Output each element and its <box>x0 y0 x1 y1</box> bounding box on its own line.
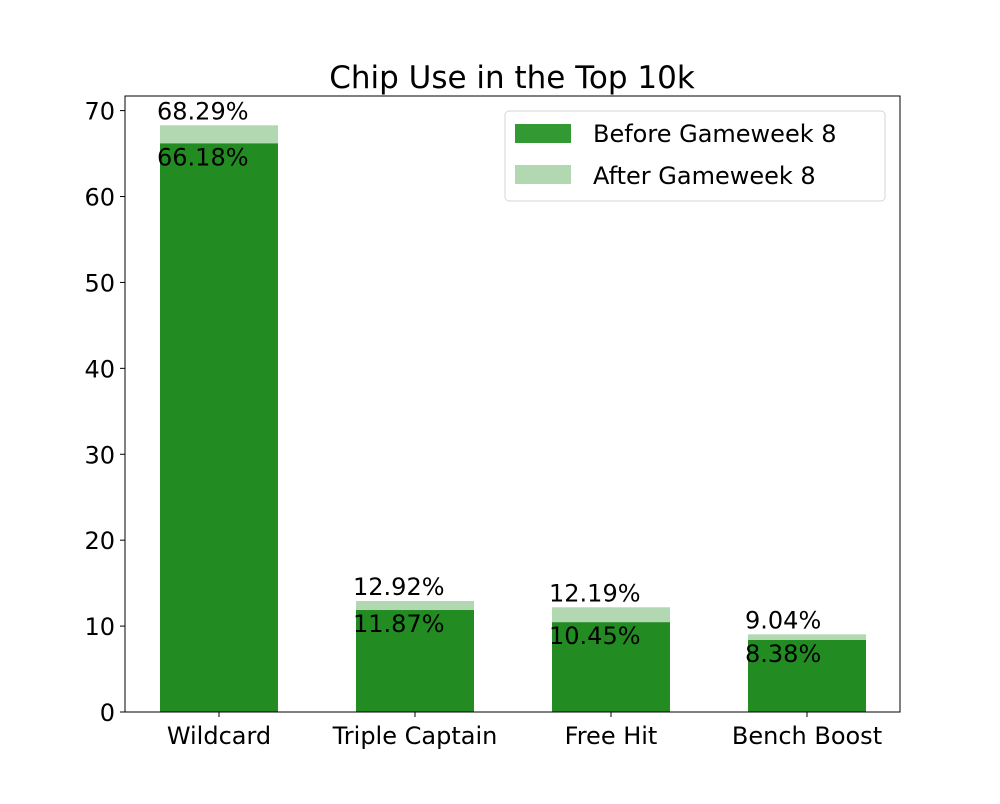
legend-label-before: Before Gameweek 8 <box>593 120 837 148</box>
data-label-after: 9.04% <box>745 606 821 634</box>
y-tick-label: 0 <box>100 699 115 727</box>
x-tick-label: Wildcard <box>167 722 271 750</box>
data-label-after: 12.92% <box>353 573 445 601</box>
legend-label-after: After Gameweek 8 <box>593 162 816 190</box>
y-tick-label: 10 <box>84 613 115 641</box>
legend: Before Gameweek 8 After Gameweek 8 <box>504 110 886 202</box>
bars <box>160 125 866 713</box>
y-tick-label: 70 <box>84 98 115 126</box>
y-tick-label: 50 <box>84 269 115 297</box>
legend-box <box>504 110 886 202</box>
x-tick-label: Free Hit <box>565 722 658 750</box>
data-label-before: 66.18% <box>157 143 249 171</box>
x-tick-label: Triple Captain <box>332 722 498 750</box>
x-tick-label: Bench Boost <box>732 722 882 750</box>
bar-before <box>356 610 474 712</box>
data-labels: 68.29% 66.18% 12.92% 11.87% 12.19% 10.45% 9.04… <box>157 97 821 668</box>
x-axis: Wildcard Triple Captain Free Hit Bench Boos… <box>167 712 882 750</box>
y-tick-label: 20 <box>84 527 115 555</box>
data-label-after: 68.29% <box>157 97 249 125</box>
legend-swatch-after <box>515 165 571 184</box>
bar-before <box>552 622 670 712</box>
data-label-after: 12.19% <box>549 579 641 607</box>
y-tick-label: 40 <box>84 355 115 383</box>
bar-before <box>748 640 866 712</box>
data-label-before: 10.45% <box>549 622 641 650</box>
y-tick-label: 60 <box>84 184 115 212</box>
y-tick-label: 30 <box>84 441 115 469</box>
chart-title: Chip Use in the Top 10k <box>329 60 695 96</box>
data-label-before: 8.38% <box>745 640 821 668</box>
bar-before <box>160 143 278 713</box>
y-axis: 0 10 20 30 40 50 60 70 <box>84 98 125 727</box>
legend-swatch-before <box>515 124 571 143</box>
data-label-before: 11.87% <box>353 610 445 638</box>
plot-frame <box>124 95 901 713</box>
